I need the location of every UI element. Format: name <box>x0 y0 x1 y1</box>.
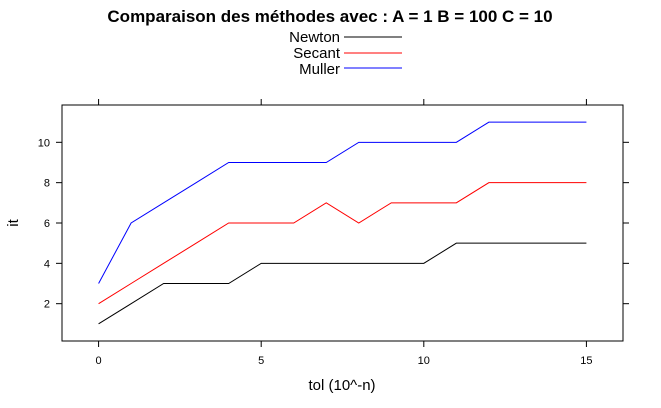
legend-label-muller: Muller <box>299 61 340 78</box>
legend-label-secant: Secant <box>293 45 341 62</box>
y-tick-label: 6 <box>44 218 50 230</box>
plot-frame <box>61 104 624 342</box>
y-axis-label: it <box>5 218 22 226</box>
x-tick-label: 5 <box>258 355 264 367</box>
series-line-muller <box>98 121 587 284</box>
legend-label-newton: Newton <box>289 29 340 46</box>
chart-title: Comparaison des méthodes avec : A = 1 B … <box>107 7 552 26</box>
y-tick-label: 10 <box>38 137 50 149</box>
series-line-newton <box>98 242 587 325</box>
x-tick-label: 0 <box>96 355 102 367</box>
y-tick-label: 8 <box>44 178 50 190</box>
y-axis: 2 4 6 8 10 <box>38 137 629 311</box>
legend: Newton Secant Muller <box>289 29 402 78</box>
series-layer <box>98 121 587 325</box>
x-axis: 0 5 10 15 <box>96 99 593 367</box>
y-tick-label: 4 <box>44 258 50 270</box>
x-axis-label: tol (10^-n) <box>308 377 375 394</box>
series-line-secant <box>98 182 587 305</box>
x-tick-label: 15 <box>580 355 592 367</box>
x-tick-label: 10 <box>418 355 430 367</box>
y-tick-label: 2 <box>44 299 50 311</box>
